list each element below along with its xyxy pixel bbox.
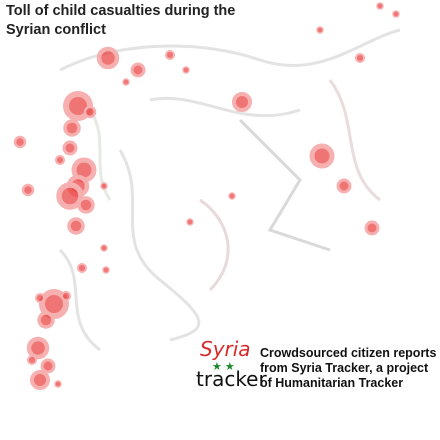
casualty-bubble xyxy=(336,178,352,194)
casualty-bubble xyxy=(27,355,37,365)
casualty-bubble xyxy=(392,10,400,18)
casualty-bubble xyxy=(62,140,78,156)
casualty-bubble xyxy=(309,143,335,169)
decor-stroke xyxy=(199,198,230,292)
casualty-bubble xyxy=(40,358,56,374)
casualty-bubble xyxy=(228,192,236,200)
casualty-bubbles xyxy=(13,2,400,390)
caption-line: Crowdsourced citizen reports xyxy=(260,346,436,360)
calligraphy-background xyxy=(58,28,401,352)
casualty-bubble xyxy=(83,105,97,119)
casualty-bubble xyxy=(61,291,71,301)
casualty-bubble xyxy=(96,46,120,70)
casualty-bubble xyxy=(54,380,62,388)
decor-stroke xyxy=(58,248,101,352)
casualty-bubble xyxy=(26,336,50,360)
casualty-bubble xyxy=(37,311,55,329)
casualty-bubble xyxy=(63,119,81,137)
casualty-bubble xyxy=(165,50,175,60)
casualty-bubble xyxy=(232,92,252,112)
casualty-bubble xyxy=(77,263,87,273)
logo-bottom: tracker xyxy=(196,367,267,391)
casualty-bubble xyxy=(130,62,146,78)
casualty-bubble xyxy=(122,78,130,86)
casualty-bubble xyxy=(102,266,110,274)
casualty-bubble xyxy=(355,53,365,63)
decor-stroke xyxy=(238,118,331,252)
decor-stroke xyxy=(88,109,112,201)
casualty-bubble xyxy=(100,244,108,252)
casualty-bubble xyxy=(316,26,324,34)
casualty-bubble xyxy=(77,196,95,214)
casualty-bubble xyxy=(35,293,45,303)
logo-top: Syria xyxy=(200,337,251,361)
casualty-bubble xyxy=(182,66,190,74)
casualty-bubble xyxy=(376,2,384,10)
title-line: Syrian conflict xyxy=(6,22,106,38)
logo-stars: ★ ★ xyxy=(212,361,235,373)
casualty-bubble xyxy=(67,217,85,235)
title-line: Toll of child casualties during the xyxy=(6,3,235,19)
casualty-bubble xyxy=(364,220,380,236)
casualty-bubble xyxy=(13,135,27,149)
decor-stroke xyxy=(328,79,381,202)
casualty-bubble xyxy=(39,289,69,319)
casualty-bubble xyxy=(30,370,50,390)
casualty-bubble xyxy=(186,218,194,226)
caption-line: of Humanitarian Tracker xyxy=(260,376,403,390)
caption-line: from Syria Tracker, a project xyxy=(260,361,429,375)
casualty-bubble xyxy=(55,155,65,165)
decor-stroke xyxy=(149,96,301,118)
decor-stroke xyxy=(118,149,201,342)
casualty-bubble xyxy=(100,182,108,190)
casualty-bubble xyxy=(56,182,84,210)
casualty-bubble xyxy=(21,183,35,197)
